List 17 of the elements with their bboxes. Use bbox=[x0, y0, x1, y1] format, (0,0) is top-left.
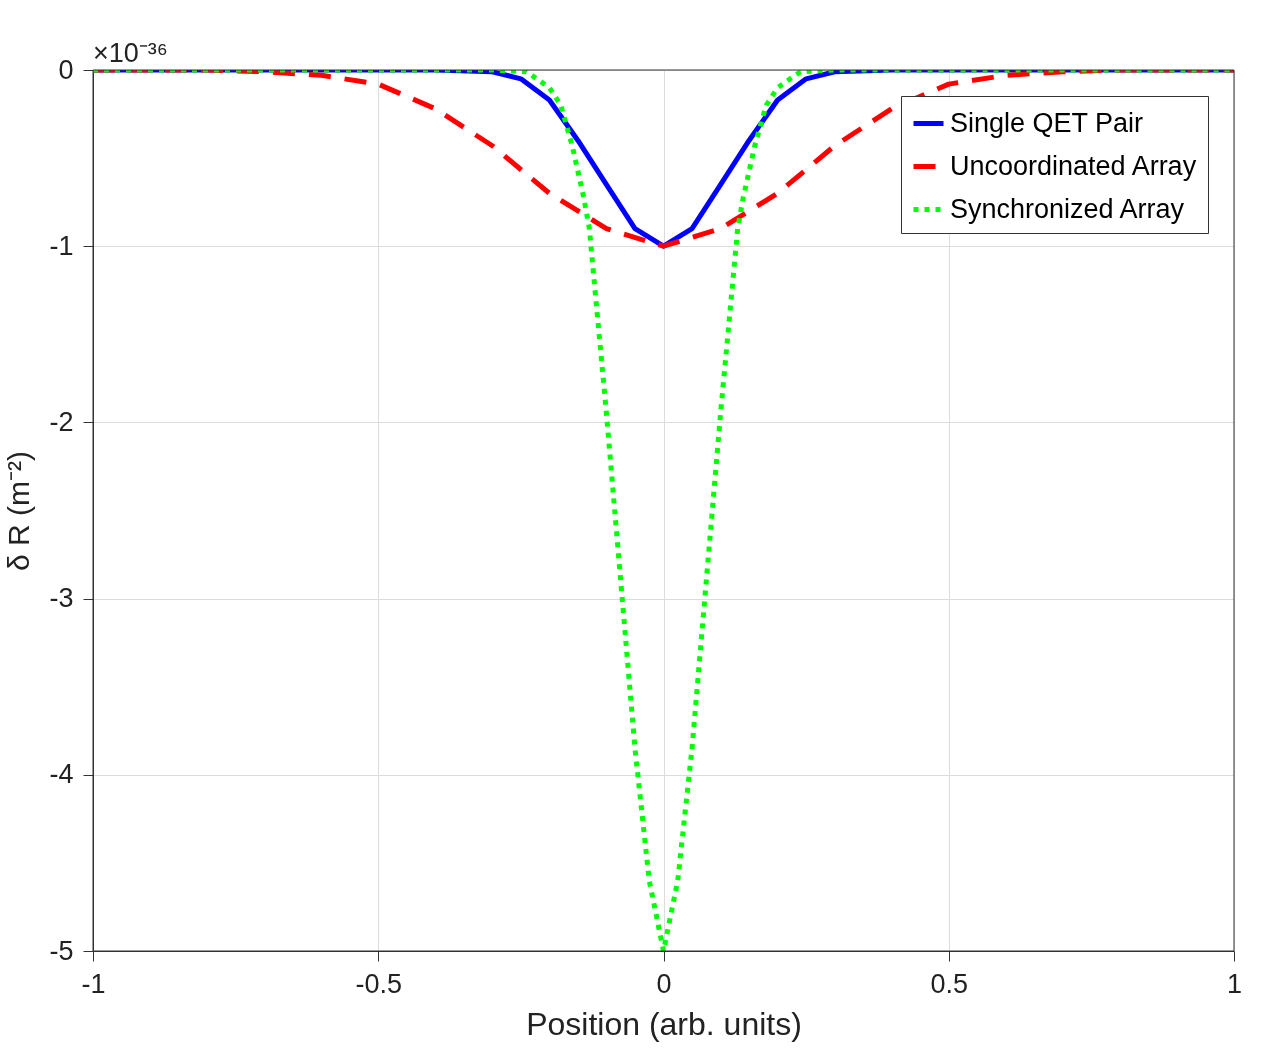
x-tick-label: 1 bbox=[1226, 968, 1243, 999]
y-tick-label: -2 bbox=[49, 406, 74, 437]
x-tick-label: -0.5 bbox=[355, 968, 403, 999]
x-axis-title: Position (arb. units) bbox=[526, 1005, 802, 1042]
y-tick-label: -4 bbox=[49, 759, 74, 790]
text: ×10⁻³⁶ bbox=[93, 38, 168, 68]
legend-label: Single QET Pair bbox=[950, 107, 1144, 138]
x-tick-label: 0.5 bbox=[930, 968, 969, 999]
legend-label: Uncoordinated Array bbox=[950, 150, 1197, 181]
x-tick-label: 0 bbox=[656, 968, 672, 999]
legend-label: Synchronized Array bbox=[950, 193, 1185, 224]
y-axis-title: δ R (m⁻²) bbox=[2, 451, 36, 571]
y-tick-label: -3 bbox=[49, 583, 74, 614]
y-tick-label: 0 bbox=[58, 54, 74, 85]
y-tick-label: -1 bbox=[49, 230, 74, 261]
y-tick-label: -5 bbox=[49, 935, 74, 966]
x-tick-label: -1 bbox=[81, 968, 106, 999]
